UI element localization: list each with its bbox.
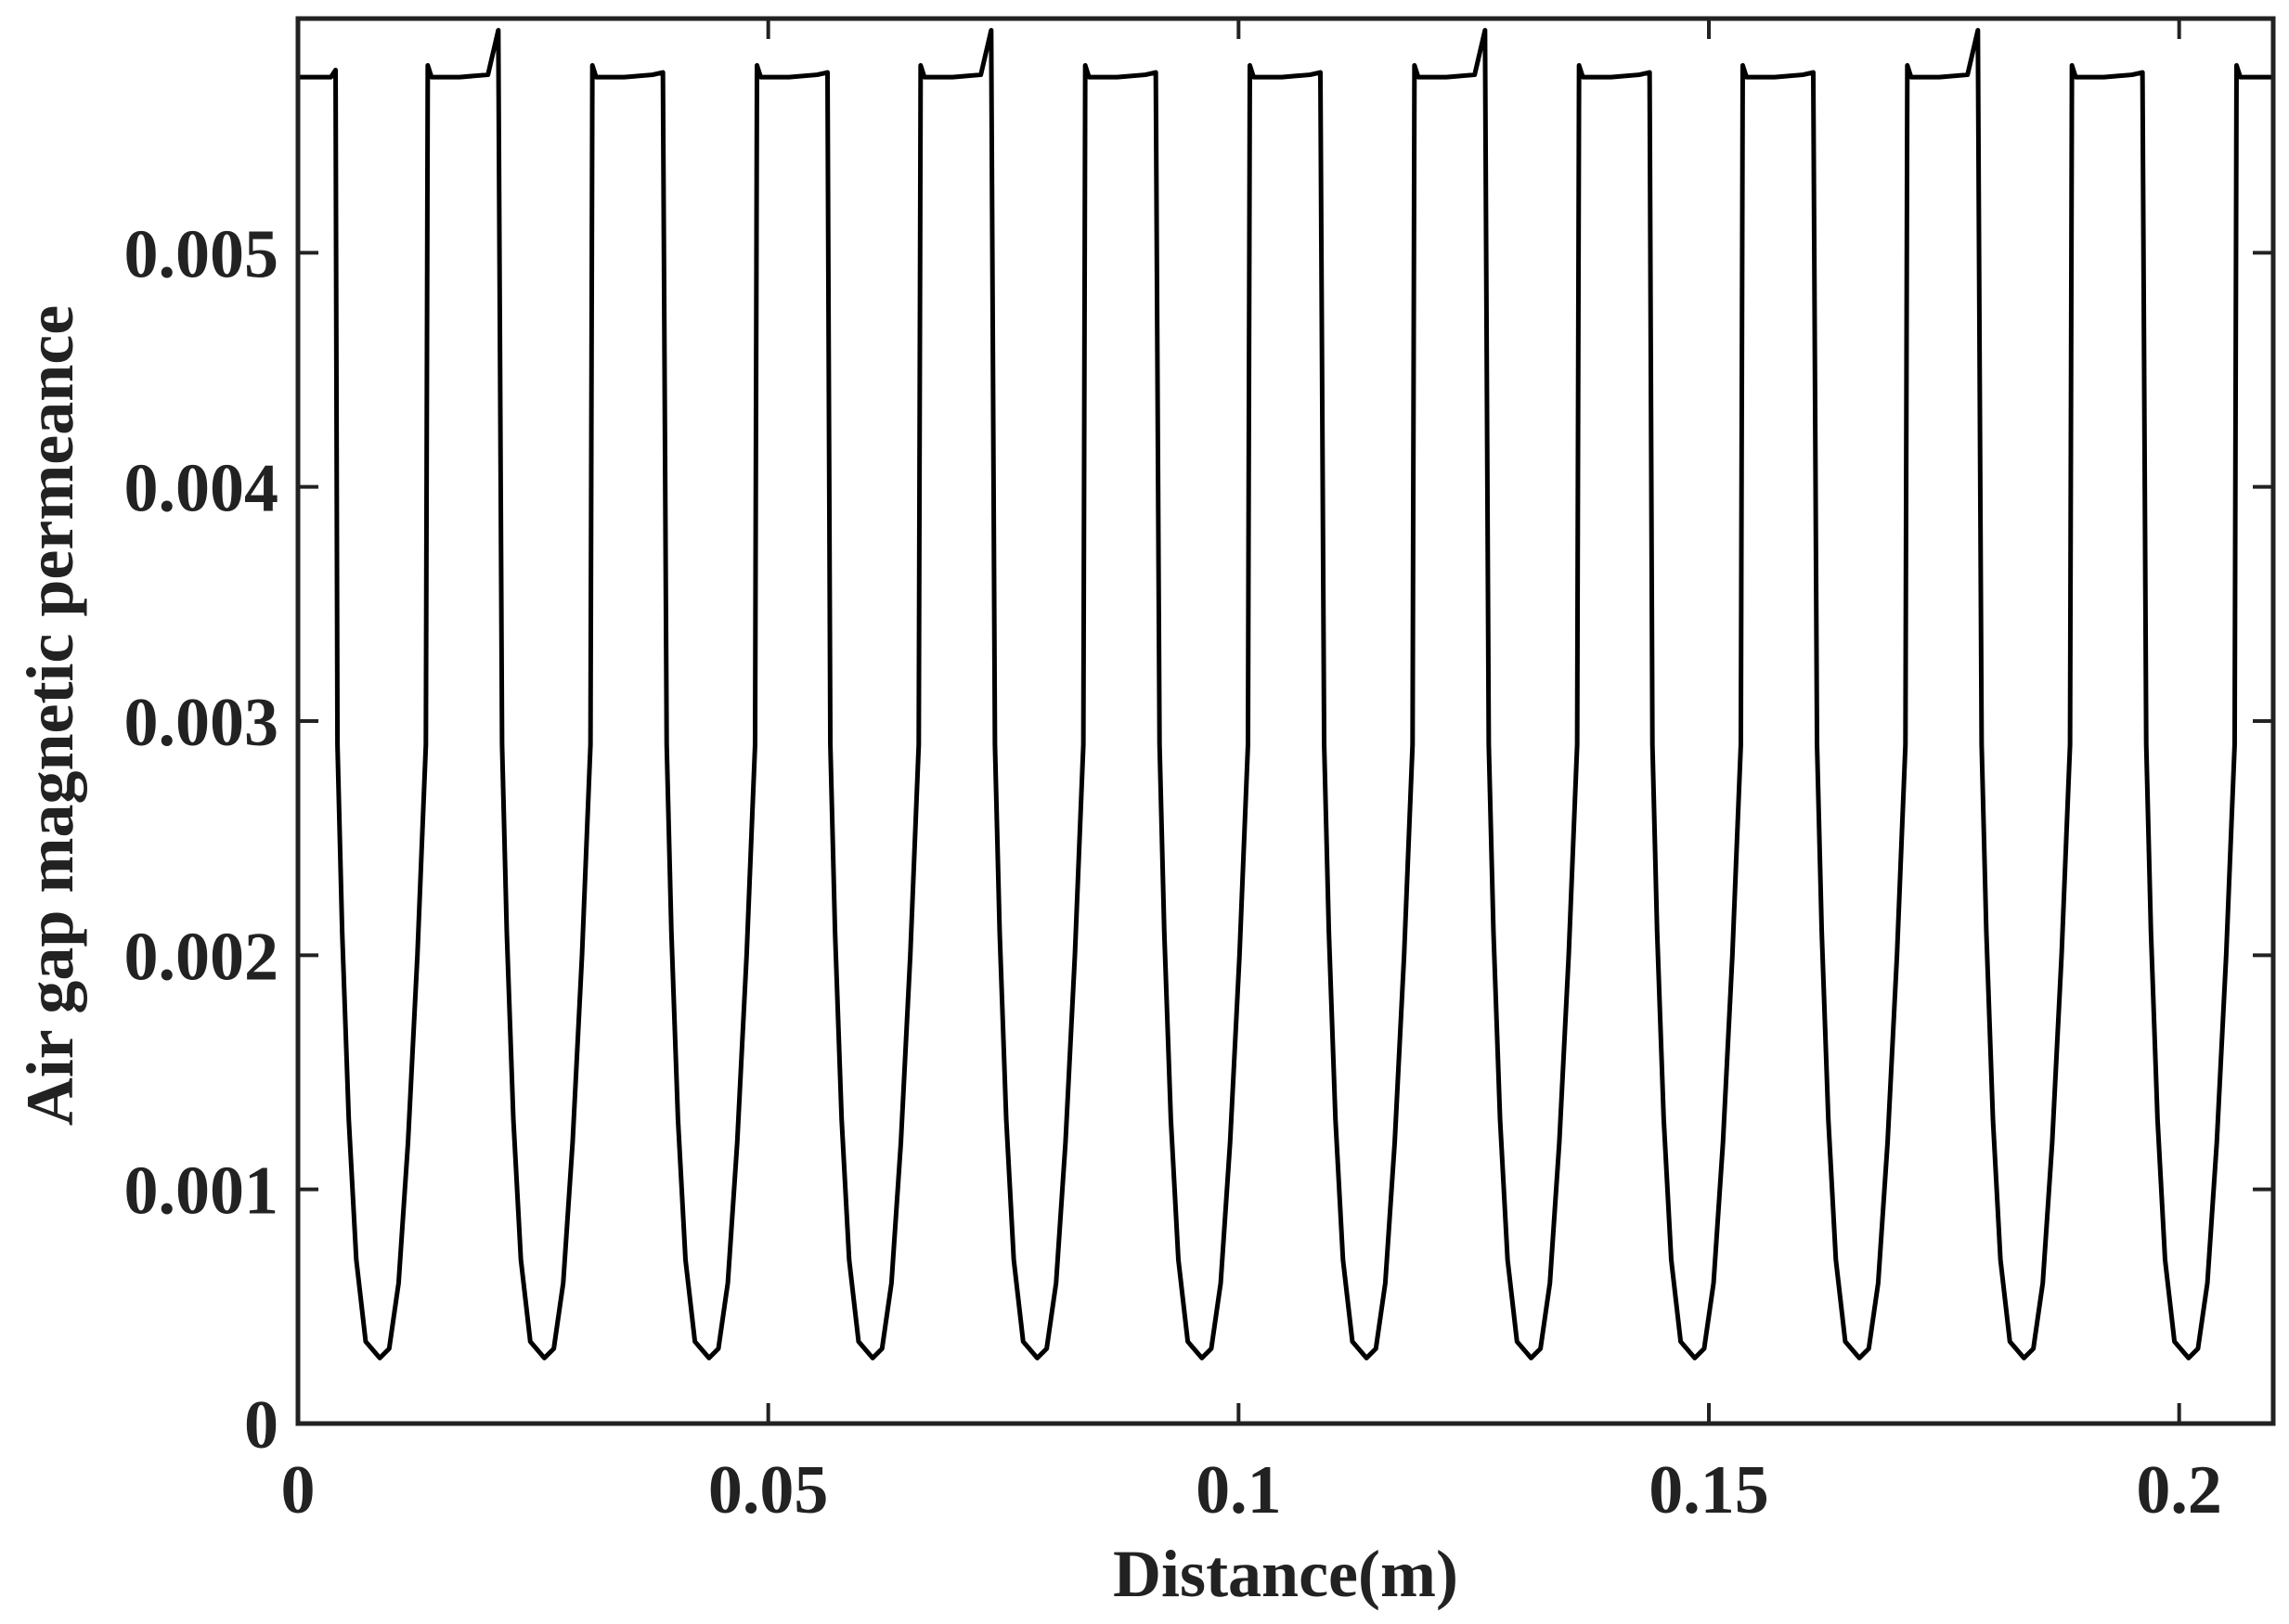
y-tick-label: 0 [244,1387,278,1463]
y-axis-label: Air gap magnetic permeance [13,305,87,1126]
x-tick-label: 0.15 [1649,1452,1769,1528]
x-tick-label: 0.1 [1196,1452,1282,1528]
x-tick-label: 0.2 [2136,1452,2222,1528]
y-tick-label: 0.005 [124,216,279,292]
data-line [298,28,2273,1360]
y-tick-label: 0.003 [124,685,279,761]
y-tick-label: 0.004 [124,451,279,527]
x-tick-label: 0 [281,1452,316,1528]
y-tick-label: 0.002 [124,919,279,995]
y-tick-label: 0.001 [124,1154,279,1230]
plot-frame [295,16,2276,1426]
x-axis-label: Distance(m) [1113,1537,1458,1611]
x-tick-label: 0.05 [708,1452,829,1528]
